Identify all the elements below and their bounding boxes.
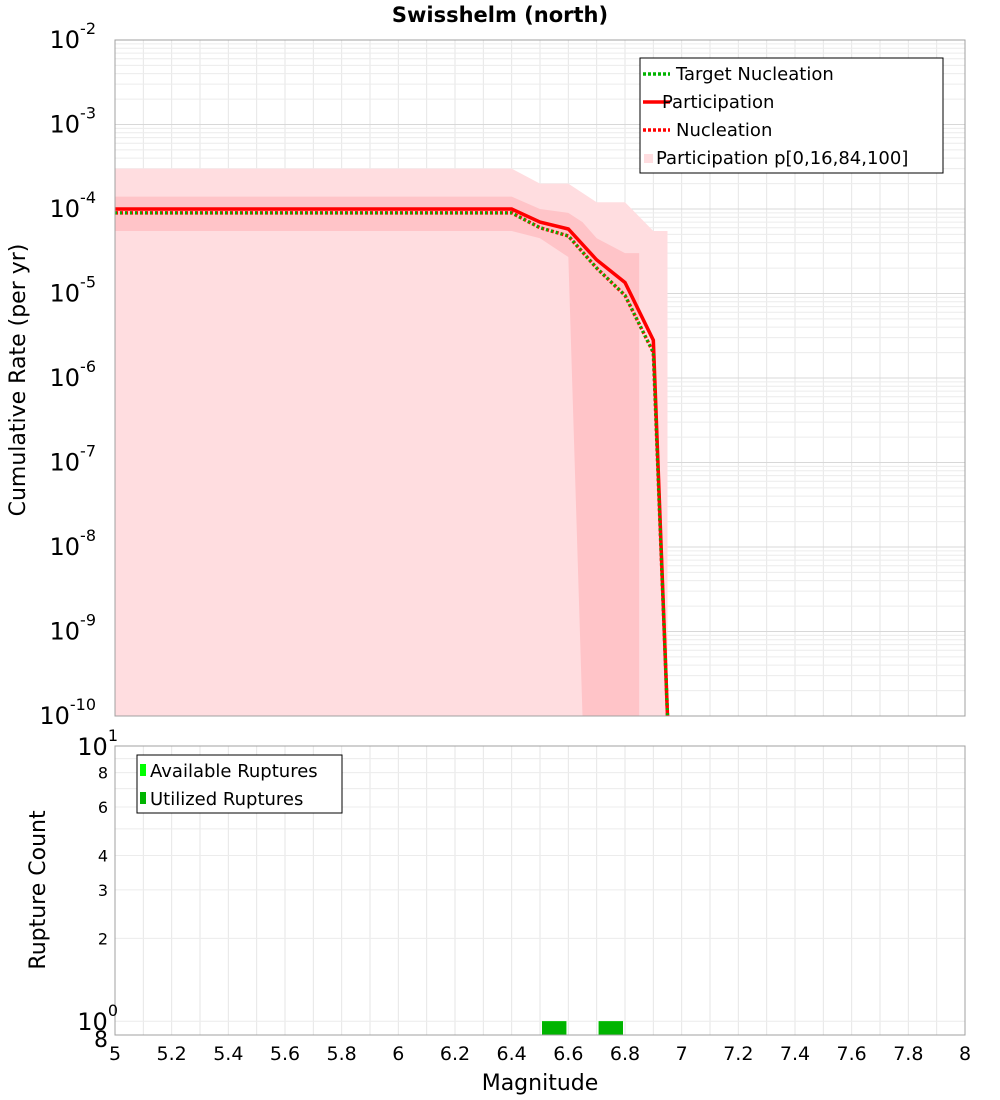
x-tick-label: 7.6 — [837, 1043, 867, 1065]
top-legend-box — [639, 57, 944, 174]
x-tick-label: 6.2 — [440, 1043, 470, 1065]
x-tick-label: 7.4 — [780, 1043, 810, 1065]
top-legend: Target Nucleation Participation Nucleation… — [639, 57, 944, 174]
legend-label: Participation p[0,16,84,100] — [656, 148, 908, 169]
x-axis-label: Magnitude — [482, 1071, 599, 1096]
y-tick-label: 10-9 — [50, 611, 97, 646]
x-tick-label: 6.6 — [553, 1043, 583, 1065]
x-tick-label: 7.2 — [723, 1043, 753, 1065]
band-p0-p100 — [115, 168, 668, 717]
top-bands — [115, 168, 668, 717]
bottom-legend-label: Utilized Ruptures — [150, 789, 303, 810]
bottom-y-tick-label: 6 — [98, 798, 108, 817]
y-tick-label: 10-4 — [50, 188, 97, 223]
bar-utilized — [598, 1021, 623, 1035]
x-tick-labels: 5 5.2 5.4 5.6 5.8 6 6.2 6.4 6.6 6.8 7 7.2 7.4 7.6 7.8 8 — [109, 1043, 971, 1065]
bottom-bars — [542, 1021, 623, 1035]
x-tick-label: 6.4 — [497, 1043, 527, 1065]
y-tick-label: 10-5 — [50, 273, 97, 308]
top-y-tick-labels: 10-2 10-3 10-4 10-5 10-6 10-7 10-8 10-9 10-10 — [39, 19, 96, 730]
bottom-plot-frame — [114, 745, 966, 1036]
bottom-y-tick-label: 2 — [98, 929, 108, 948]
series-participation — [115, 207, 670, 717]
y-tick-label: 10-6 — [50, 357, 97, 392]
y-tick-label: 10-10 — [39, 695, 96, 730]
x-tick-label: 8 — [959, 1043, 971, 1065]
bottom-legend-box — [136, 754, 343, 814]
x-tick-label: 5.4 — [213, 1043, 243, 1065]
series-nucleation — [115, 211, 670, 717]
bar-utilized — [542, 1021, 567, 1035]
x-tick-label: 6 — [392, 1043, 404, 1065]
bottom-legend-label: Available Ruptures — [150, 761, 318, 782]
bottom-legend: Available Ruptures Utilized Ruptures — [136, 754, 343, 814]
bottom-y-tick-label: 100 — [77, 1001, 118, 1036]
chart-title: Swisshelm (north) — [392, 3, 608, 27]
top-lines — [115, 207, 670, 717]
legend-label: Target Nucleation — [675, 64, 834, 85]
legend-label: Nucleation — [676, 120, 772, 141]
x-tick-label: 5.6 — [270, 1043, 300, 1065]
x-tick-label: 7.8 — [893, 1043, 923, 1065]
legend-label: Participation — [662, 92, 774, 113]
x-tick-label: 5.2 — [157, 1043, 187, 1065]
x-tick-label: 5.8 — [327, 1043, 357, 1065]
y-tick-label: 10-2 — [50, 19, 97, 54]
bottom-y-tick-label: 4 — [98, 847, 108, 866]
x-tick-label: 6.8 — [610, 1043, 640, 1065]
bottom-y-axis-label: Rupture Count — [26, 810, 51, 970]
x-tick-label: 7 — [676, 1043, 688, 1065]
y-tick-label: 10-7 — [50, 442, 97, 477]
bottom-y-tick-label: 101 — [77, 726, 118, 761]
y-tick-label: 10-3 — [50, 104, 97, 139]
bottom-y-tick-label: 8 — [98, 764, 108, 783]
bottom-y-tick-label: 8 — [94, 1028, 108, 1053]
top-plot-frame — [114, 39, 966, 717]
y-tick-label: 10-8 — [50, 526, 97, 561]
bottom-y-tick-label: 3 — [98, 881, 108, 900]
bottom-legend-swatch — [140, 764, 146, 776]
bottom-legend-swatch — [140, 792, 146, 804]
top-y-axis-label: Cumulative Rate (per yr) — [6, 244, 31, 517]
x-tick-label: 5 — [109, 1043, 121, 1065]
legend-swatch — [644, 154, 653, 163]
